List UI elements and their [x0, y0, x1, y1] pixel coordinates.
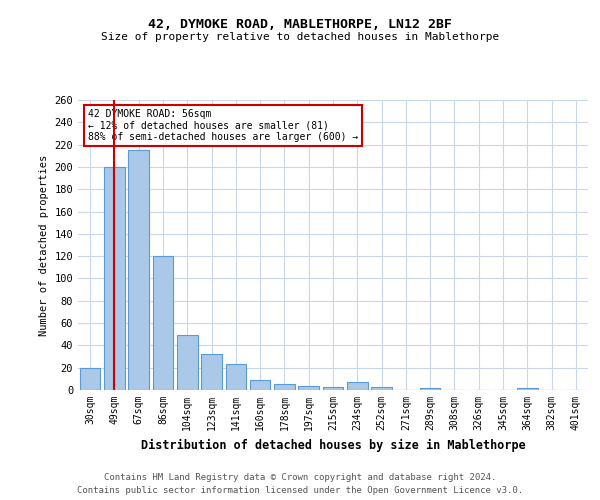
Bar — [298, 386, 319, 390]
Bar — [177, 336, 197, 390]
Bar — [152, 256, 173, 390]
Bar — [250, 380, 271, 390]
Text: Contains HM Land Registry data © Crown copyright and database right 2024.: Contains HM Land Registry data © Crown c… — [104, 472, 496, 482]
Bar — [371, 386, 392, 390]
Bar — [201, 354, 222, 390]
Text: 42, DYMOKE ROAD, MABLETHORPE, LN12 2BF: 42, DYMOKE ROAD, MABLETHORPE, LN12 2BF — [148, 18, 452, 30]
Bar — [226, 364, 246, 390]
Bar — [80, 368, 100, 390]
X-axis label: Distribution of detached houses by size in Mablethorpe: Distribution of detached houses by size … — [140, 438, 526, 452]
Bar — [128, 150, 149, 390]
Bar — [420, 388, 440, 390]
Bar — [323, 386, 343, 390]
Bar — [347, 382, 368, 390]
Bar — [104, 167, 125, 390]
Y-axis label: Number of detached properties: Number of detached properties — [39, 154, 49, 336]
Text: Contains public sector information licensed under the Open Government Licence v3: Contains public sector information licen… — [77, 486, 523, 495]
Bar — [274, 384, 295, 390]
Text: Size of property relative to detached houses in Mablethorpe: Size of property relative to detached ho… — [101, 32, 499, 42]
Bar — [517, 388, 538, 390]
Text: 42 DYMOKE ROAD: 56sqm
← 12% of detached houses are smaller (81)
88% of semi-deta: 42 DYMOKE ROAD: 56sqm ← 12% of detached … — [88, 108, 358, 142]
